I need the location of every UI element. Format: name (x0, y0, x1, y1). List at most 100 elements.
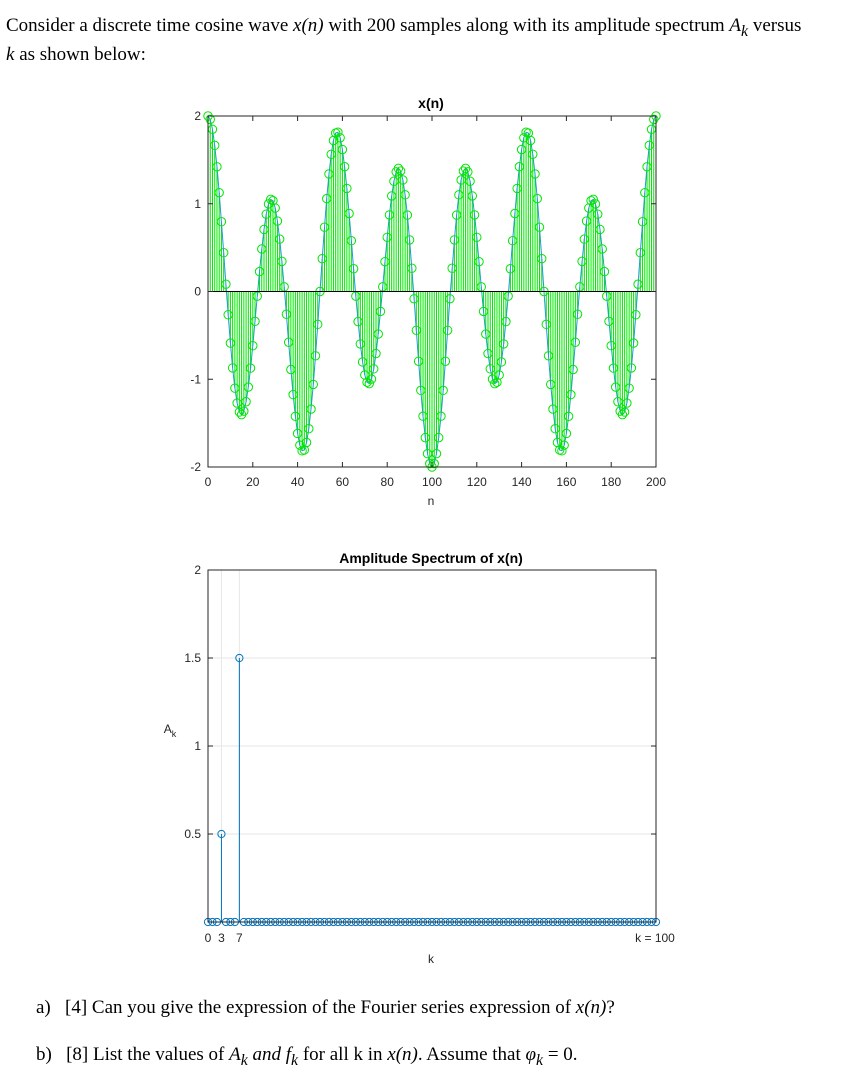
time-marker (214, 187, 224, 198)
time-marker (319, 222, 330, 232)
time-marker (624, 383, 634, 393)
question-a-signal: x(n) (575, 997, 607, 1018)
time-xtick-label: 140 (512, 475, 532, 489)
time-marker (550, 423, 560, 434)
time-marker (438, 385, 448, 396)
time-chart-stems (207, 116, 657, 467)
time-marker (283, 337, 294, 347)
time-domain-chart: x(n) 0 20 40 60 80 100 120 140 160 180 200-2-1012 … (190, 95, 666, 508)
time-marker (288, 389, 298, 400)
intro-text-4: as shown below: (14, 43, 146, 65)
question-b-and: and (247, 1044, 286, 1065)
time-marker (308, 379, 318, 390)
time-marker (478, 306, 489, 317)
time-marker (608, 363, 619, 373)
time-ytick-label: 0 (194, 285, 201, 299)
time-marker (353, 316, 363, 327)
time-marker (469, 210, 480, 220)
time-marker (626, 363, 637, 373)
time-marker (584, 203, 594, 213)
time-marker (261, 209, 271, 219)
time-marker (514, 161, 525, 172)
time-marker (463, 167, 473, 177)
time-marker (409, 294, 419, 304)
time-marker (418, 411, 428, 421)
time-ytick-label: 1 (194, 197, 201, 211)
time-chart-ticks: 0 20 40 60 80 100 120 140 160 180 200 -2 -1 0 1 2 (190, 109, 666, 489)
time-marker (411, 325, 422, 336)
time-marker (248, 341, 258, 351)
time-xtick-label: 40 (291, 475, 305, 489)
time-marker (528, 149, 538, 160)
time-marker (364, 378, 374, 389)
time-marker (342, 183, 352, 194)
time-marker (386, 191, 397, 201)
time-marker (548, 404, 558, 414)
time-marker (474, 256, 484, 267)
time-marker (360, 370, 370, 380)
time-marker (402, 210, 413, 220)
time-marker (498, 339, 509, 349)
time-marker (606, 341, 616, 351)
time-marker (416, 385, 426, 396)
question-b: b) [8] List the values of Ak and fk for … (36, 1043, 578, 1072)
time-marker (375, 306, 386, 317)
question-b-text-3: . Assume that (417, 1044, 526, 1065)
time-marker (373, 329, 383, 339)
time-marker (270, 203, 280, 213)
time-marker (413, 356, 424, 366)
spectrum-chart-end-label: k = 100 (635, 931, 675, 945)
time-marker (619, 407, 630, 417)
time-marker (467, 191, 478, 201)
time-xtick-label: 20 (246, 475, 260, 489)
time-chart-title: x(n) (418, 95, 444, 111)
time-xtick-label: 60 (336, 475, 350, 489)
time-marker (512, 183, 522, 194)
time-marker (561, 428, 572, 439)
time-marker (456, 175, 466, 185)
question-b-text-1: List the values of (88, 1044, 230, 1065)
time-marker (501, 316, 511, 327)
spectrum-chart-ticks: 0.5 1 1.5 2 0 3 7 (184, 563, 656, 945)
time-marker (537, 253, 547, 264)
time-marker (451, 210, 462, 220)
question-b-marks: [8] (66, 1044, 89, 1065)
time-marker (440, 356, 451, 366)
time-marker (344, 208, 354, 219)
time-marker (442, 325, 453, 336)
time-marker (472, 232, 482, 242)
spectrum-ylabel-sub: k (172, 729, 177, 739)
time-marker (534, 222, 545, 232)
time-marker (326, 149, 336, 160)
time-xtick-label: 200 (646, 475, 666, 489)
time-marker (563, 411, 574, 422)
time-chart-xlabel: n (428, 494, 435, 508)
time-marker (570, 337, 581, 347)
time-marker (492, 377, 502, 387)
time-marker (281, 309, 292, 319)
spectrum-chart-stems (203, 653, 661, 927)
time-marker (290, 411, 301, 422)
time-marker (613, 397, 623, 407)
time-marker (420, 432, 430, 443)
time-marker (346, 236, 357, 246)
spectrum-chart: Amplitude Spectrum of x(n) 0.5 1 1.5 2 0 3 7 A… (164, 550, 675, 966)
time-marker (205, 114, 215, 125)
time-marker (335, 133, 345, 143)
time-marker (277, 256, 287, 267)
intro-text-1: Consider a discrete time cosine wave (6, 15, 294, 36)
time-marker (272, 216, 283, 226)
time-marker (310, 351, 321, 361)
time-marker (445, 294, 455, 304)
time-marker (581, 216, 592, 226)
time-marker (404, 235, 415, 245)
time-marker (595, 224, 605, 235)
time-marker (241, 397, 251, 407)
time-marker (483, 348, 493, 359)
time-xtick-label: 100 (422, 475, 442, 489)
time-marker (304, 423, 314, 434)
question-b-end: = 0. (543, 1044, 578, 1065)
spectrum-ytick-label: 2 (194, 563, 201, 577)
time-marker (232, 398, 242, 408)
time-marker (490, 378, 500, 389)
